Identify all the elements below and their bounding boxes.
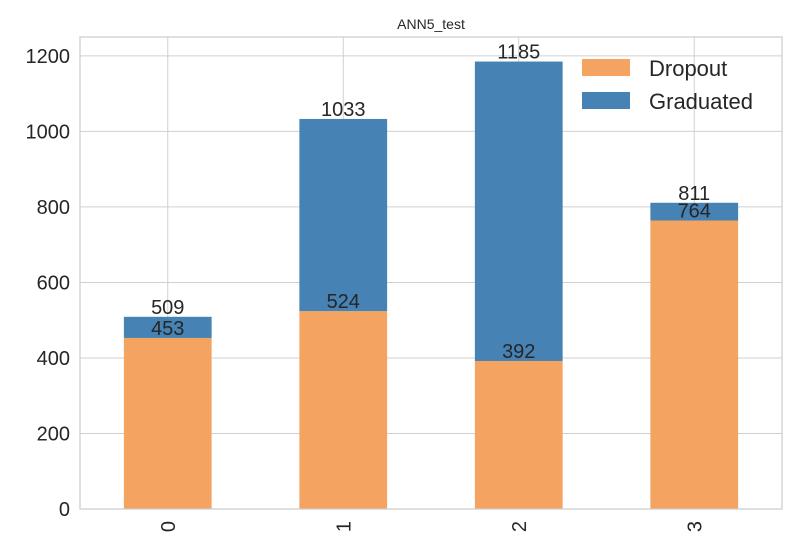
bar-dropout-2: [474, 360, 563, 509]
x-tick-label: 2: [509, 521, 531, 532]
data-label-graduated-3: 811: [678, 183, 710, 205]
y-tick-label: 200: [37, 423, 70, 445]
bar-graduated-3: [650, 202, 739, 221]
x-tick-label: 1: [333, 521, 355, 532]
data-label-dropout-0: 453: [151, 318, 184, 340]
y-tick-label: 800: [37, 197, 70, 219]
bars: [123, 61, 739, 509]
x-tick-label: 0: [158, 521, 180, 532]
data-label-graduated-1: 1033: [321, 99, 366, 121]
data-labels: 453 524 392 764 509 1033 1185 811: [151, 42, 711, 363]
y-tick-label: 0: [59, 499, 70, 521]
bar-dropout-3: [650, 220, 739, 509]
data-label-dropout-1: 524: [327, 291, 360, 313]
bar-dropout-1: [299, 311, 388, 509]
legend-label-dropout: Dropout: [649, 56, 727, 81]
x-tick-label: 3: [684, 521, 706, 532]
y-tick-label: 400: [37, 348, 70, 370]
data-label-graduated-2: 1185: [497, 42, 540, 64]
data-label-dropout-3: 764: [678, 201, 711, 223]
legend-swatch-dropout: [582, 59, 630, 76]
data-label-dropout-2: 392: [502, 341, 535, 363]
legend: Dropout Graduated: [582, 56, 753, 114]
legend-swatch-graduated: [582, 92, 630, 109]
y-tick-label: 1000: [26, 121, 71, 143]
bar-graduated-2: [474, 61, 563, 361]
bar-graduated-1: [299, 118, 388, 312]
bar-graduated-0: [123, 316, 212, 338]
y-tick-label: 1200: [26, 46, 71, 68]
data-label-graduated-0: 509: [151, 297, 184, 319]
legend-label-graduated: Graduated: [649, 89, 753, 114]
chart-title: ANN5_test: [397, 16, 465, 32]
y-tick-label: 600: [37, 272, 70, 294]
axes: 0 200 400 600 800 1000 1200 0 1 2 3: [26, 36, 783, 532]
axes-frame: [79, 36, 783, 510]
bar-dropout-0: [123, 337, 212, 509]
